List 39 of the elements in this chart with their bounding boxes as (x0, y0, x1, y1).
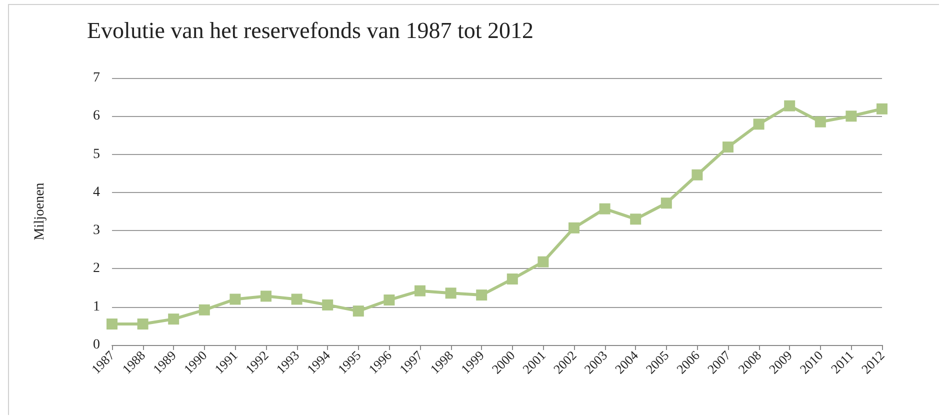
point (198, 304, 210, 316)
point (414, 285, 426, 296)
point (476, 290, 488, 301)
y-tick-label: 7 (93, 70, 100, 86)
y-tick-label: 0 (93, 338, 100, 352)
point (384, 294, 395, 306)
x-tick-label: 1991 (212, 348, 241, 377)
point (876, 103, 888, 114)
point (568, 222, 580, 234)
chart-title: Evolutie van het reservefonds van 1987 tot 2012 (87, 18, 534, 43)
point (630, 214, 642, 225)
point (753, 118, 764, 130)
point (722, 142, 734, 153)
point (784, 100, 796, 112)
y-tick-label: 4 (93, 184, 100, 200)
point (445, 288, 456, 299)
point (692, 169, 703, 180)
point (137, 318, 148, 330)
y-tick-label: 3 (93, 223, 100, 238)
x-tick-label: 2001 (520, 348, 549, 377)
y-tick-label: 5 (93, 146, 100, 162)
point (352, 306, 364, 317)
point (846, 110, 857, 122)
point (260, 290, 272, 302)
x-tick-label: 2011 (828, 348, 857, 376)
point (538, 256, 549, 268)
point (322, 299, 334, 310)
y-tick-label: 2 (93, 261, 100, 276)
point (599, 203, 610, 214)
point (291, 294, 302, 305)
point (106, 318, 118, 330)
point (230, 294, 241, 305)
point (660, 198, 672, 209)
y-tick-label: 1 (93, 299, 100, 314)
point (506, 274, 518, 285)
point (168, 314, 180, 325)
point (814, 116, 826, 128)
y-tick-label: 6 (93, 108, 100, 124)
y-axis-title: Miljoenen (32, 182, 48, 240)
